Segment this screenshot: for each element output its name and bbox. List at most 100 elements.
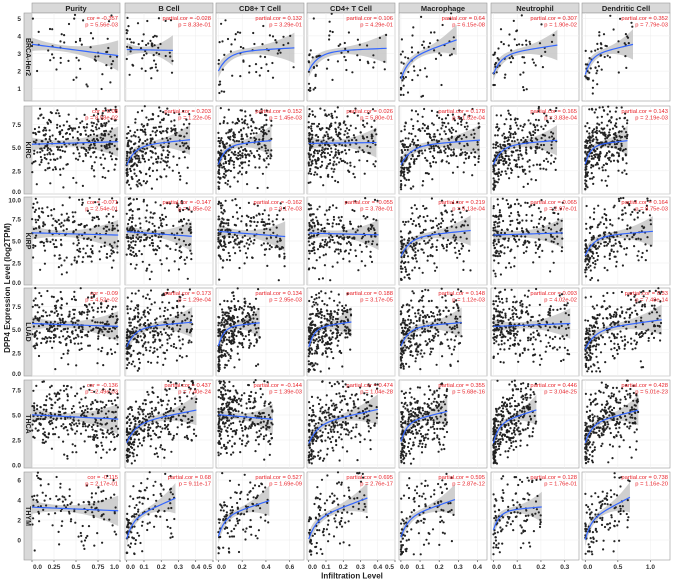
data-point — [345, 68, 348, 72]
data-point — [597, 241, 600, 244]
data-point — [353, 209, 356, 213]
data-point — [598, 31, 601, 34]
data-point — [189, 249, 192, 252]
data-point — [437, 140, 441, 143]
data-point — [85, 304, 88, 307]
data-point — [102, 134, 105, 137]
data-point — [66, 218, 69, 221]
data-point — [77, 319, 80, 322]
data-point — [93, 144, 96, 147]
data-point — [54, 168, 58, 171]
data-point — [217, 228, 220, 231]
data-point — [434, 57, 438, 61]
data-point — [152, 35, 155, 39]
data-point — [150, 187, 153, 190]
data-point — [248, 154, 251, 157]
data-point — [329, 158, 332, 162]
data-point — [141, 109, 144, 112]
data-point — [402, 62, 405, 65]
data-point — [102, 326, 105, 329]
data-point — [609, 218, 612, 222]
data-point — [495, 230, 498, 233]
data-point — [319, 165, 322, 169]
data-point — [190, 315, 193, 318]
data-point — [608, 158, 611, 161]
data-point — [502, 132, 505, 135]
data-point — [346, 162, 349, 165]
data-point — [322, 136, 325, 139]
data-point — [85, 224, 88, 227]
data-point — [144, 346, 147, 349]
data-point — [534, 128, 537, 131]
data-point — [610, 244, 613, 247]
data-point — [602, 109, 606, 112]
data-point — [373, 129, 376, 132]
data-point — [335, 133, 338, 136]
data-point — [607, 242, 610, 245]
data-point — [452, 148, 455, 151]
data-point — [84, 152, 87, 156]
data-point — [77, 342, 80, 345]
data-point — [469, 269, 472, 272]
data-point — [407, 232, 410, 235]
data-point — [37, 354, 41, 358]
data-point — [42, 225, 45, 228]
data-point — [183, 142, 186, 145]
data-point — [519, 149, 522, 152]
data-point — [36, 151, 39, 154]
data-point — [446, 226, 449, 229]
data-point — [235, 139, 238, 143]
data-point — [552, 132, 555, 135]
data-point — [151, 137, 154, 140]
data-point — [510, 248, 513, 251]
data-point — [624, 212, 627, 215]
data-point — [40, 315, 43, 318]
data-point — [134, 121, 137, 124]
data-point — [263, 55, 267, 59]
data-point — [588, 132, 591, 135]
data-point — [614, 242, 617, 245]
data-point — [500, 251, 503, 254]
data-point — [102, 227, 105, 230]
data-point — [521, 219, 524, 222]
data-point — [85, 149, 88, 152]
data-point — [535, 146, 538, 149]
data-point — [171, 320, 174, 323]
data-point — [31, 162, 34, 165]
data-point — [110, 252, 113, 255]
data-point — [248, 243, 251, 246]
data-point — [97, 55, 100, 58]
data-point — [534, 241, 537, 244]
data-point — [110, 352, 113, 355]
data-point — [493, 223, 496, 226]
data-point — [136, 111, 139, 114]
data-point — [452, 47, 455, 50]
data-point — [645, 249, 649, 252]
data-point — [100, 163, 103, 166]
data-point — [618, 199, 621, 203]
data-point — [92, 327, 95, 330]
data-point — [46, 149, 49, 152]
data-point — [32, 299, 35, 302]
data-point — [87, 344, 90, 347]
data-point — [323, 243, 326, 246]
data-point — [512, 19, 515, 22]
data-point — [58, 254, 61, 257]
data-point — [329, 234, 332, 237]
data-point — [589, 216, 592, 219]
data-point — [337, 223, 341, 226]
data-point — [48, 330, 51, 333]
data-point — [142, 124, 146, 127]
data-point — [267, 130, 270, 133]
data-point — [34, 236, 37, 239]
data-point — [366, 60, 369, 63]
data-point — [608, 257, 611, 260]
data-point — [411, 246, 414, 249]
data-point — [492, 241, 495, 245]
data-point — [246, 183, 249, 186]
fit-line — [584, 43, 634, 75]
data-point — [365, 245, 368, 248]
data-point — [132, 198, 135, 201]
data-point — [190, 252, 193, 255]
data-point — [217, 181, 220, 184]
